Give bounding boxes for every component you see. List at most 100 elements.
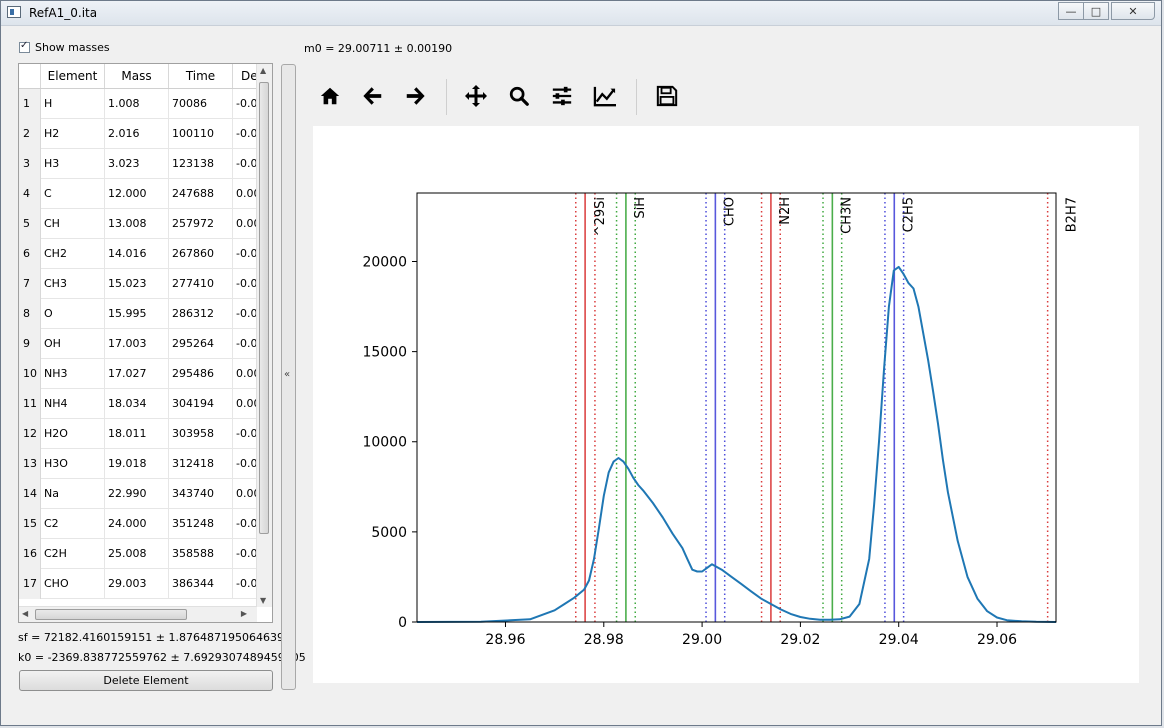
cell-mass[interactable]: 18.034 [105, 389, 169, 419]
cell-element[interactable]: Na [41, 479, 105, 509]
cell-mass[interactable]: 14.016 [105, 239, 169, 269]
configure-subplots-button[interactable] [545, 79, 579, 113]
delete-element-button[interactable]: Delete Element [19, 670, 273, 691]
cell-de[interactable]: -0.0 [233, 569, 257, 599]
column-header-element[interactable]: Element [41, 64, 105, 88]
cell-mass[interactable]: 17.003 [105, 329, 169, 359]
cell-de[interactable]: -0.0 [233, 449, 257, 479]
cell-element[interactable]: O [41, 299, 105, 329]
row-number[interactable]: 15 [19, 509, 41, 539]
cell-mass[interactable]: 29.003 [105, 569, 169, 599]
cell-mass[interactable]: 12.000 [105, 179, 169, 209]
cell-mass[interactable]: 19.018 [105, 449, 169, 479]
table-row[interactable]: 16 C2H 25.008 358588 -0.0 [19, 539, 257, 569]
table-row[interactable]: 13 H3O 19.018 312418 -0.0 [19, 449, 257, 479]
save-figure-button[interactable] [650, 79, 684, 113]
cell-time[interactable]: 70086 [169, 89, 233, 119]
cell-element[interactable]: CHO [41, 569, 105, 599]
cell-time[interactable]: 100110 [169, 119, 233, 149]
table-row[interactable]: 8 O 15.995 286312 -0.0 [19, 299, 257, 329]
cell-de[interactable]: 0.00 [233, 479, 257, 509]
cell-time[interactable]: 257972 [169, 209, 233, 239]
table-row[interactable]: 2 H2 2.016 100110 -0.0 [19, 119, 257, 149]
pan-button[interactable] [459, 79, 493, 113]
collapse-left-icon[interactable]: « [284, 369, 291, 380]
cell-element[interactable]: C [41, 179, 105, 209]
cell-time[interactable]: 312418 [169, 449, 233, 479]
cell-time[interactable]: 286312 [169, 299, 233, 329]
cell-de[interactable]: -0.0 [233, 419, 257, 449]
cell-time[interactable]: 304194 [169, 389, 233, 419]
maximize-button[interactable]: □ [1083, 2, 1109, 20]
cell-time[interactable]: 303958 [169, 419, 233, 449]
cell-element[interactable]: CH [41, 209, 105, 239]
cell-mass[interactable]: 3.023 [105, 149, 169, 179]
column-header-mass[interactable]: Mass [105, 64, 169, 88]
row-number[interactable]: 6 [19, 239, 41, 269]
cell-time[interactable]: 247688 [169, 179, 233, 209]
cell-element[interactable]: H2 [41, 119, 105, 149]
scroll-down-icon[interactable]: ▼ [260, 596, 267, 605]
scroll-up-icon[interactable]: ▲ [260, 66, 267, 75]
cell-time[interactable]: 358588 [169, 539, 233, 569]
cell-time[interactable]: 277410 [169, 269, 233, 299]
cell-de[interactable]: -0.0 [233, 89, 257, 119]
cell-mass[interactable]: 17.027 [105, 359, 169, 389]
row-number[interactable]: 7 [19, 269, 41, 299]
cell-de[interactable]: -0.0 [233, 119, 257, 149]
row-number[interactable]: 11 [19, 389, 41, 419]
cell-time[interactable]: 123138 [169, 149, 233, 179]
vertical-scroll-thumb[interactable] [259, 82, 269, 534]
cell-element[interactable]: H3O [41, 449, 105, 479]
horizontal-scrollbar[interactable]: ◀ ▶ [19, 606, 257, 622]
row-number[interactable]: 2 [19, 119, 41, 149]
vertical-scrollbar[interactable]: ▲ ▼ [256, 64, 272, 607]
zoom-button[interactable] [502, 79, 536, 113]
scroll-left-icon[interactable]: ◀ [22, 609, 29, 618]
cell-element[interactable]: C2 [41, 509, 105, 539]
table-row[interactable]: 9 OH 17.003 295264 -0.0 [19, 329, 257, 359]
cell-de[interactable]: 0.00 [233, 209, 257, 239]
row-number[interactable]: 16 [19, 539, 41, 569]
table-row[interactable]: 12 H2O 18.011 303958 -0.0 [19, 419, 257, 449]
panel-splitter[interactable]: « [281, 64, 296, 690]
row-number[interactable]: 13 [19, 449, 41, 479]
cell-time[interactable]: 351248 [169, 509, 233, 539]
table-row[interactable]: 6 CH2 14.016 267860 -0.0 [19, 239, 257, 269]
column-header-de[interactable]: De [233, 64, 257, 88]
cell-time[interactable]: 267860 [169, 239, 233, 269]
row-number[interactable]: 9 [19, 329, 41, 359]
cell-mass[interactable]: 24.000 [105, 509, 169, 539]
cell-element[interactable]: H2O [41, 419, 105, 449]
column-header-time[interactable]: Time [169, 64, 233, 88]
cell-de[interactable]: 0.00 [233, 179, 257, 209]
cell-mass[interactable]: 1.008 [105, 89, 169, 119]
cell-mass[interactable]: 22.990 [105, 479, 169, 509]
edit-axis-button[interactable] [588, 79, 622, 113]
table-row[interactable]: 3 H3 3.023 123138 -0.0 [19, 149, 257, 179]
table-row[interactable]: 17 CHO 29.003 386344 -0.0 [19, 569, 257, 599]
cell-mass[interactable]: 15.023 [105, 269, 169, 299]
horizontal-scroll-thumb[interactable] [35, 609, 187, 620]
cell-element[interactable]: C2H [41, 539, 105, 569]
cell-time[interactable]: 343740 [169, 479, 233, 509]
home-button[interactable] [313, 79, 347, 113]
cell-mass[interactable]: 25.008 [105, 539, 169, 569]
plot-canvas[interactable]: 28.96 28.98 29.00 29.02 29.04 29.06 0 5000 10000… [313, 126, 1139, 683]
row-number[interactable]: 14 [19, 479, 41, 509]
cell-element[interactable]: NH4 [41, 389, 105, 419]
row-number[interactable]: 3 [19, 149, 41, 179]
cell-element[interactable]: H3 [41, 149, 105, 179]
cell-de[interactable]: -0.0 [233, 329, 257, 359]
element-table[interactable]: Element Mass Time De 1 H 1.008 70086 -0.0 2 H2… [18, 63, 273, 623]
checkbox-checked-icon[interactable] [19, 40, 30, 53]
cell-element[interactable]: OH [41, 329, 105, 359]
table-row[interactable]: 1 H 1.008 70086 -0.0 [19, 89, 257, 119]
cell-mass[interactable]: 15.995 [105, 299, 169, 329]
row-number[interactable]: 5 [19, 209, 41, 239]
cell-mass[interactable]: 2.016 [105, 119, 169, 149]
